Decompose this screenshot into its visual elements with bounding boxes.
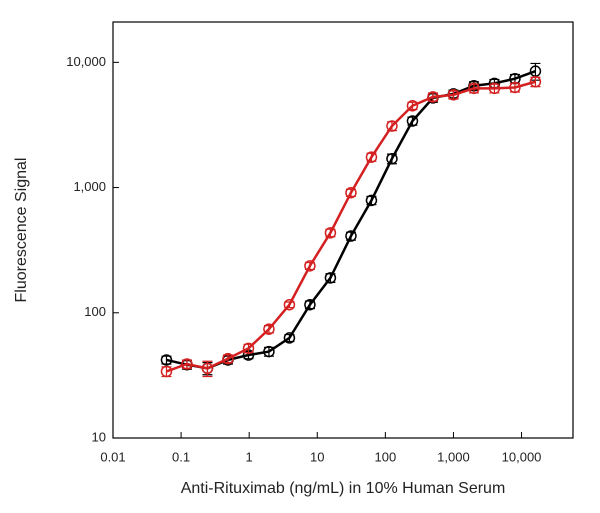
data-point <box>324 227 337 239</box>
plot-frame <box>112 21 574 439</box>
series-line <box>166 80 536 373</box>
y-tick-label: 100 <box>84 304 106 319</box>
y-axis-label: Fluorescence Signal <box>13 158 30 303</box>
data-point <box>160 365 173 378</box>
series-line <box>166 70 536 370</box>
data-point <box>263 323 275 335</box>
data-point <box>345 230 357 242</box>
data-point <box>447 89 460 101</box>
data-point <box>509 81 521 94</box>
data-point <box>427 91 439 103</box>
data-point <box>222 352 234 365</box>
data-point <box>365 194 378 207</box>
x-axis-label: Anti-Rituximab (ng/mL) in 10% Human Seru… <box>181 480 506 497</box>
data-point <box>529 75 542 88</box>
x-tick-label: 1 <box>246 449 253 464</box>
data-point <box>283 298 296 311</box>
data-point <box>468 82 480 95</box>
data-point <box>181 358 193 370</box>
x-tick-label: 10,000 <box>502 449 542 464</box>
x-tick-label: 100 <box>375 449 397 464</box>
y-tick-label: 1,000 <box>73 179 106 194</box>
x-tick-label: 0.01 <box>100 449 125 464</box>
data-point <box>201 362 214 375</box>
y-tick-label: 10 <box>92 429 106 444</box>
data-point <box>304 298 316 311</box>
data-point <box>406 100 419 112</box>
data-point <box>406 115 419 127</box>
data-point <box>263 345 275 358</box>
data-point <box>324 272 337 284</box>
data-point <box>160 354 173 366</box>
x-tick-label: 10 <box>310 449 324 464</box>
x-tick-label: 1,000 <box>437 449 470 464</box>
error-bar <box>284 301 295 309</box>
data-point <box>304 260 316 272</box>
data-point <box>242 342 255 355</box>
data-point <box>386 152 398 165</box>
data-point <box>365 151 378 163</box>
data-point <box>488 82 501 95</box>
y-tick-label: 10,000 <box>66 54 106 69</box>
x-tick-label: 0.1 <box>172 449 190 464</box>
data-point <box>345 186 357 199</box>
data-point <box>283 332 296 344</box>
data-point <box>386 120 398 132</box>
